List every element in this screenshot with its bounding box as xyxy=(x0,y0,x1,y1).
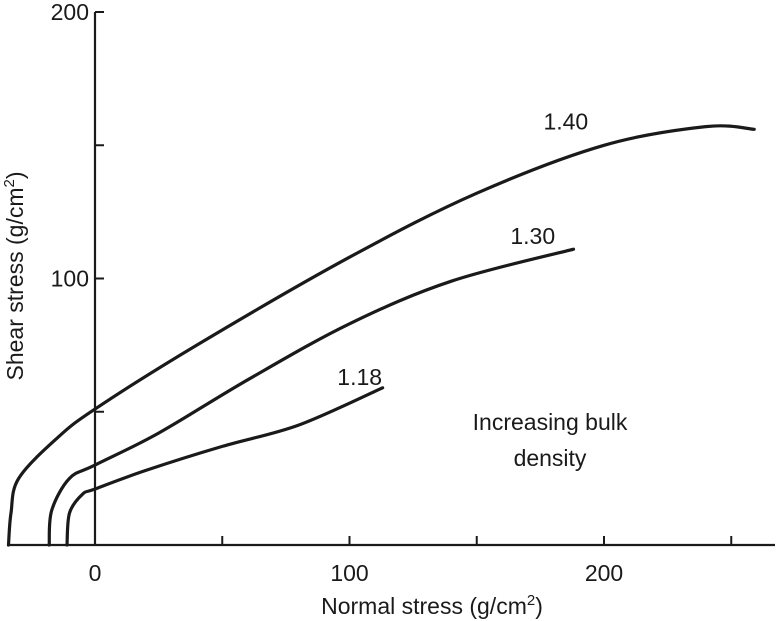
y-axis-title: Shear stress (g/cm2) xyxy=(1,171,28,380)
series-labels: 1.18 1.30 1.40 xyxy=(337,108,588,390)
y-tick-label: 100 xyxy=(51,266,89,292)
series-label-1.40: 1.40 xyxy=(543,108,588,134)
series-label-1.30: 1.30 xyxy=(510,223,555,249)
series-line-1.18 xyxy=(65,386,385,547)
x-tick-label: 0 xyxy=(89,560,102,586)
series-line-1.30 xyxy=(47,247,576,547)
x-axis-title: Normal stress (g/cm2) xyxy=(321,592,543,619)
series-curves xyxy=(6,124,756,547)
x-tick-label: 200 xyxy=(585,560,623,586)
series-line-1.40 xyxy=(6,124,756,547)
series-label-1.18: 1.18 xyxy=(337,364,382,390)
x-tick-label: 100 xyxy=(330,560,368,586)
annotation-line-1: Increasing bulk xyxy=(473,409,628,435)
annotation-line-2: density xyxy=(514,445,587,471)
axis-ticks: 0 100 200 100 200 xyxy=(51,0,733,586)
y-tick-label: 200 xyxy=(51,0,89,25)
